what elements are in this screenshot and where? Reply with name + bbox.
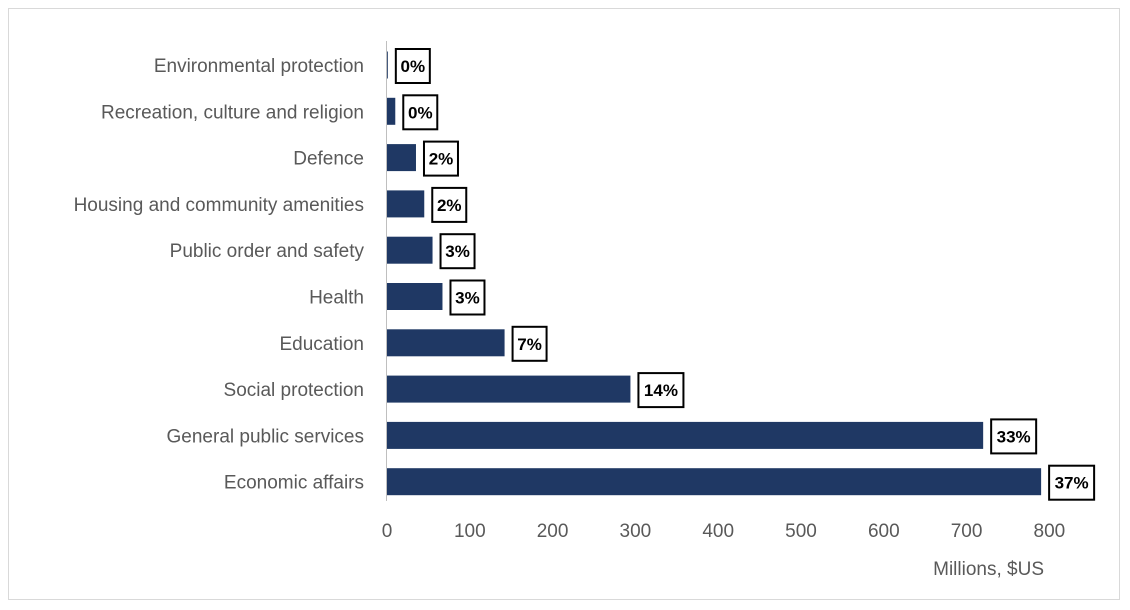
data-label-text: 2%	[429, 150, 454, 169]
data-label-box	[422, 140, 459, 177]
x-tick-label: 200	[537, 521, 569, 542]
data-label-box	[1048, 464, 1096, 501]
bar	[387, 190, 425, 218]
chart-frame: Environmental protection Recreation, cult…	[8, 8, 1120, 600]
data-label-text: 7%	[517, 335, 542, 354]
data-label: 37%	[1048, 464, 1096, 501]
data-label: 7%	[511, 325, 548, 362]
data-label: 2%	[431, 186, 468, 223]
x-tick-label: 700	[951, 521, 983, 542]
bar	[387, 468, 1042, 496]
data-label-text: 0%	[408, 103, 433, 122]
data-label-text: 14%	[644, 381, 678, 400]
bar	[387, 421, 984, 449]
x-axis-title: Millions, $US	[933, 559, 1044, 580]
x-tick-label: 100	[454, 521, 486, 542]
data-label: 3%	[449, 279, 486, 316]
bar	[387, 51, 388, 79]
category-label: Education	[279, 334, 364, 355]
data-label-box	[990, 418, 1038, 455]
category-label: Housing and community amenities	[74, 195, 364, 216]
data-label-text: 3%	[445, 242, 470, 261]
data-labels: 0% 0% 2% 2% 3% 3% 7% 14% 33% 37%	[394, 48, 1096, 501]
data-label: 14%	[637, 372, 685, 409]
data-label-box	[511, 325, 548, 362]
x-tick-label: 800	[1034, 521, 1066, 542]
data-label: 0%	[402, 94, 439, 131]
bar	[387, 236, 433, 264]
category-label: Environmental protection	[154, 56, 364, 77]
data-label: 33%	[990, 418, 1038, 455]
data-label-box	[439, 233, 476, 270]
x-tick-label: 500	[785, 521, 817, 542]
bar	[387, 97, 396, 125]
category-label: Recreation, culture and religion	[101, 102, 364, 123]
data-label: 2%	[422, 140, 459, 177]
data-label-box	[394, 48, 431, 84]
x-tick-label: 600	[868, 521, 900, 542]
data-label-text: 33%	[997, 427, 1031, 446]
category-label: Defence	[293, 149, 364, 170]
data-label-box	[431, 186, 468, 223]
category-label: Health	[309, 288, 364, 309]
data-label-box	[449, 279, 486, 316]
data-label-box	[637, 372, 685, 409]
category-label: Social protection	[224, 380, 364, 401]
data-label-text: 3%	[455, 289, 480, 308]
data-label-box	[402, 94, 439, 131]
bar-chart: Environmental protection Recreation, cult…	[74, 41, 1096, 580]
data-label: 0%	[394, 48, 431, 84]
x-tick-label: 300	[620, 521, 652, 542]
data-label-text: 37%	[1055, 474, 1089, 493]
category-label: General public services	[167, 426, 364, 447]
bar	[387, 144, 416, 172]
category-label: Public order and safety	[170, 241, 365, 262]
category-labels: Environmental protection Recreation, cult…	[74, 56, 365, 494]
x-tick-label: 0	[382, 521, 393, 542]
x-tick-labels: 0 100 200 300 400 500 600 700 800	[382, 521, 1066, 542]
bar	[387, 375, 631, 403]
bar	[387, 329, 505, 357]
x-tick-label: 400	[702, 521, 734, 542]
data-label-text: 0%	[401, 57, 426, 76]
data-label: 3%	[439, 233, 476, 270]
bar	[387, 283, 443, 310]
category-label: Economic affairs	[224, 473, 364, 494]
data-label-text: 2%	[437, 196, 462, 215]
bars-layer	[387, 51, 1042, 496]
